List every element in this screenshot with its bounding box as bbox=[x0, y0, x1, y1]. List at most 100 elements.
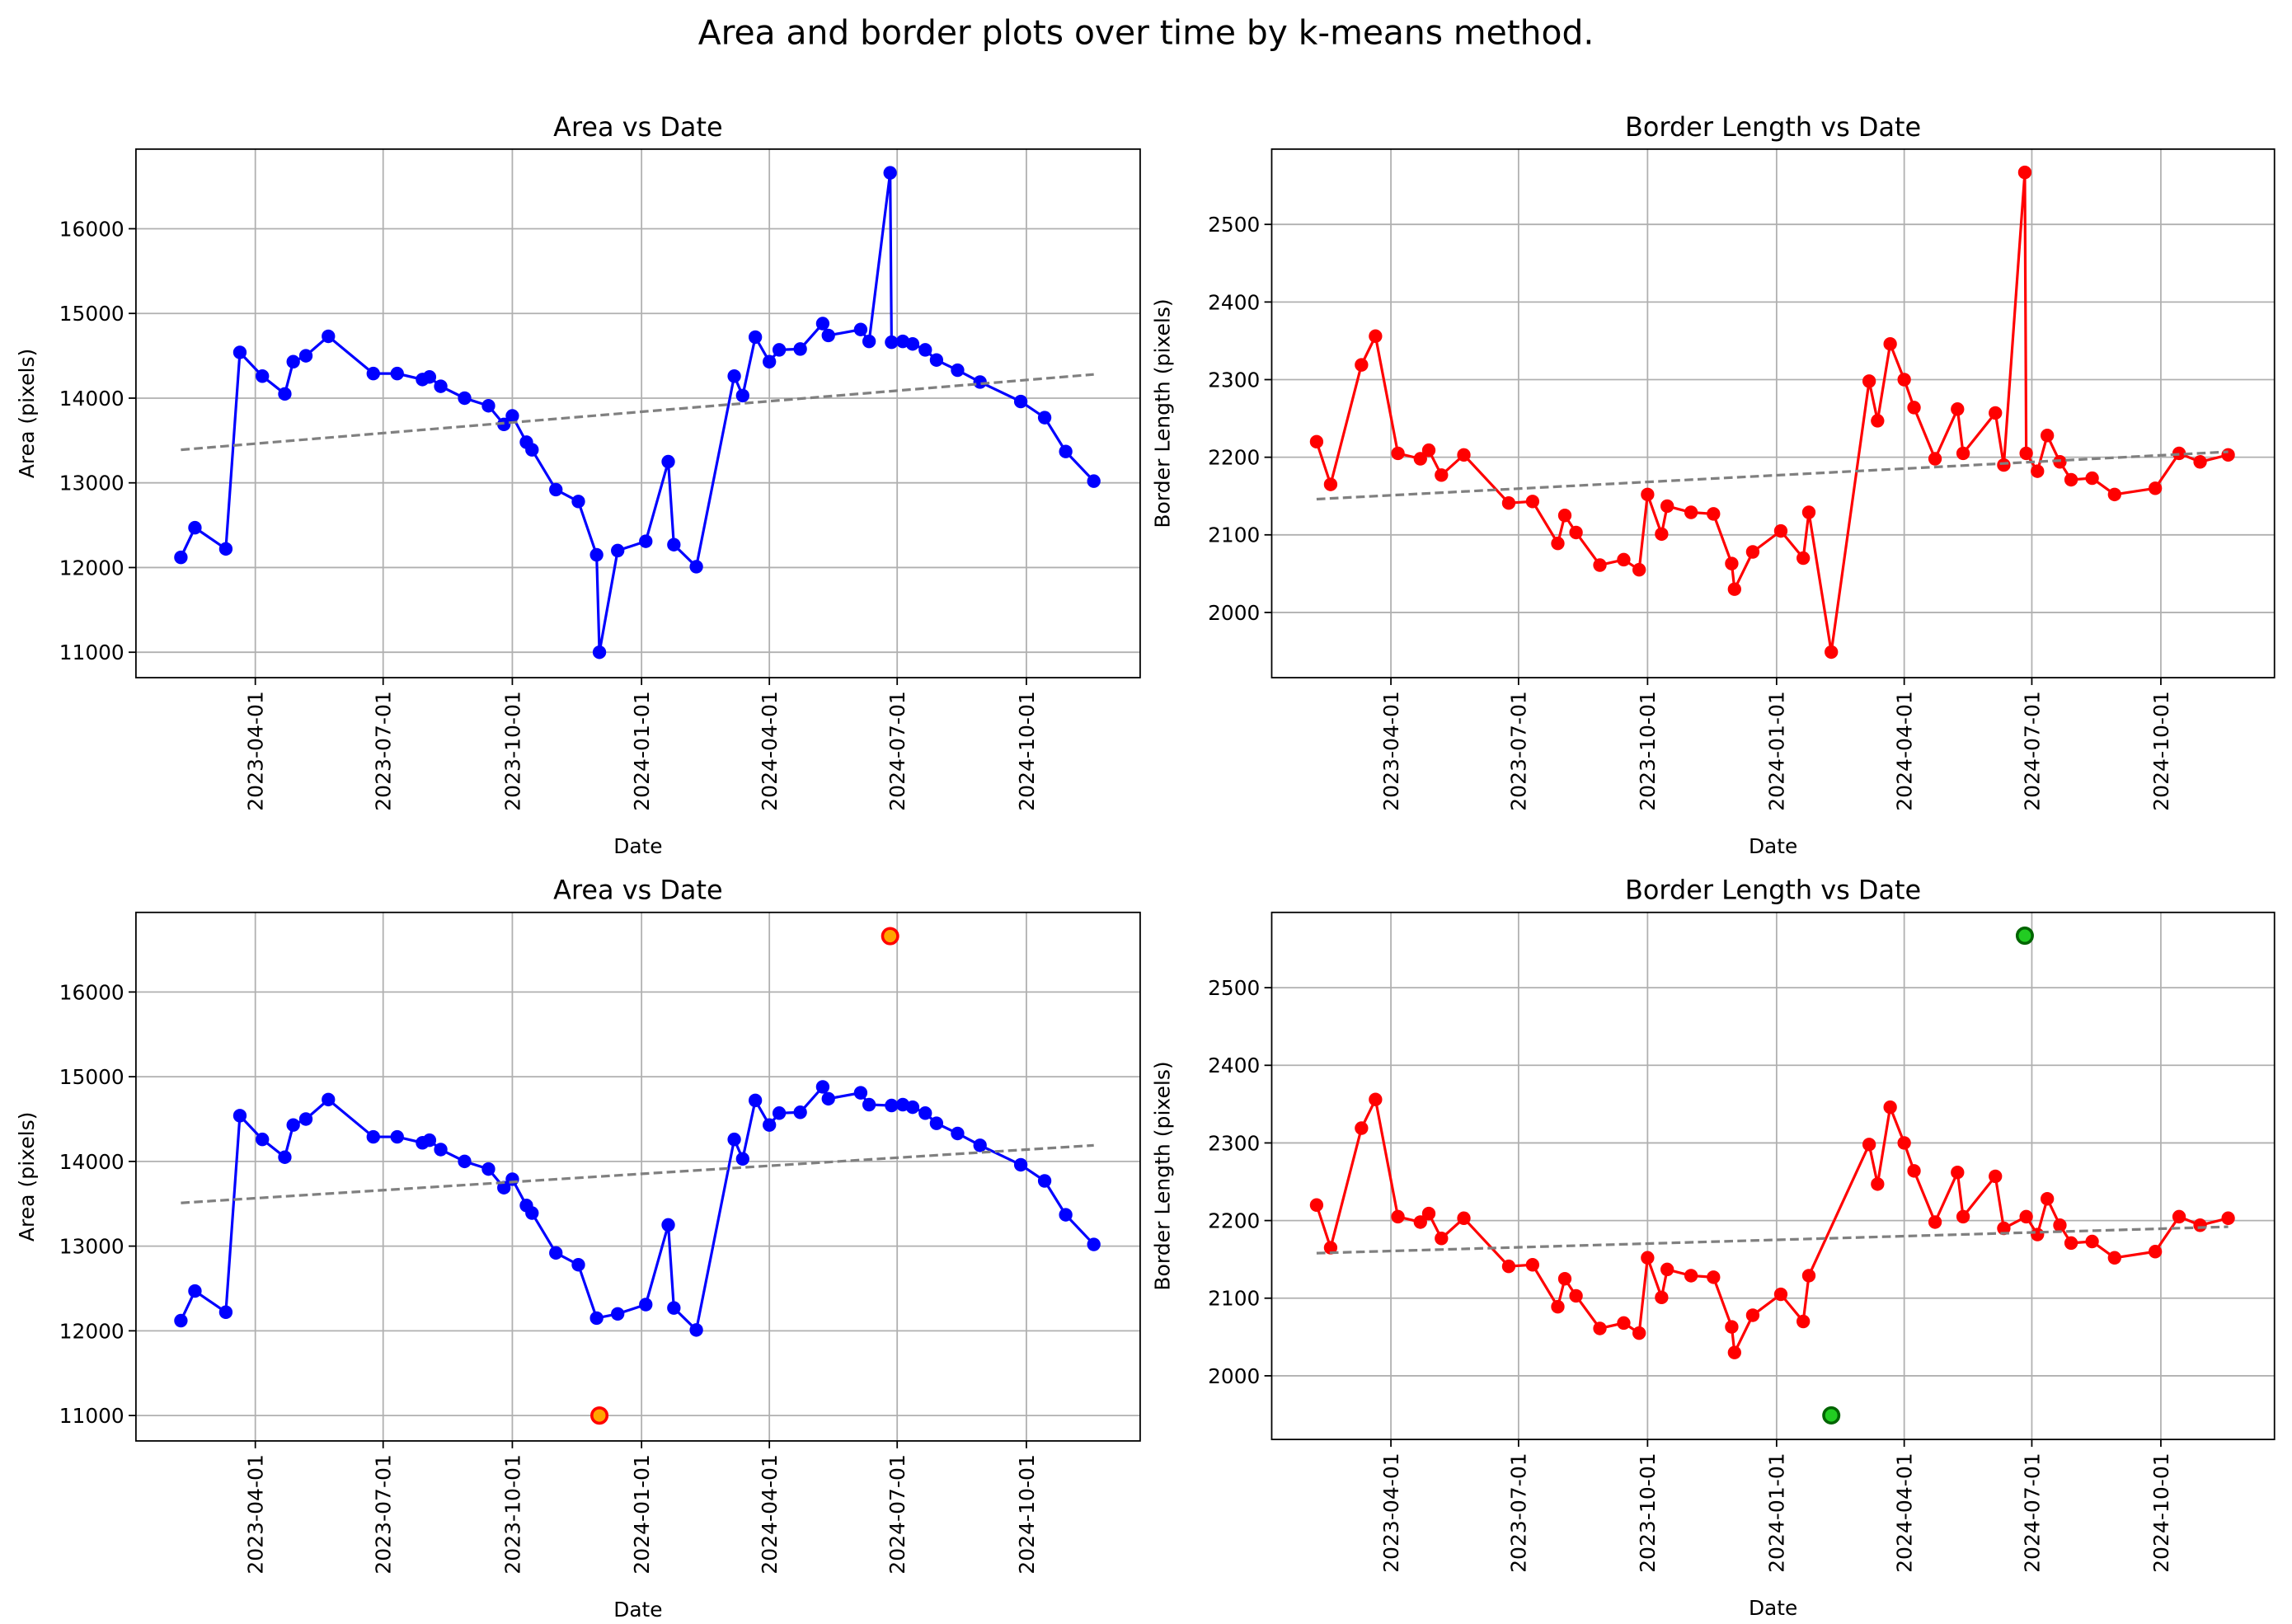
data-point bbox=[1951, 1165, 1965, 1180]
data-point bbox=[853, 322, 868, 336]
data-point bbox=[2019, 1209, 2033, 1224]
data-point bbox=[1617, 552, 1631, 567]
data-point bbox=[278, 387, 292, 401]
data-point bbox=[2053, 455, 2067, 469]
y-tick-label: 13000 bbox=[59, 472, 124, 495]
y-tick-label: 14000 bbox=[59, 387, 124, 411]
data-point bbox=[1087, 1237, 1101, 1251]
figure-title: Area and border plots over time by k-mea… bbox=[698, 13, 1595, 53]
y-tick-label: 2300 bbox=[1208, 368, 1260, 392]
y-tick-label: 15000 bbox=[59, 1065, 124, 1089]
x-tick-label: 2023-07-01 bbox=[372, 691, 396, 811]
x-axis-label: Date bbox=[613, 834, 662, 858]
data-point bbox=[1421, 1206, 1436, 1221]
data-point bbox=[611, 543, 625, 558]
data-point bbox=[1309, 1198, 1324, 1213]
data-point bbox=[2221, 1211, 2235, 1226]
data-point bbox=[1997, 1221, 2011, 1236]
data-point bbox=[592, 645, 607, 659]
data-point bbox=[1897, 1136, 1911, 1150]
x-tick-label: 2024-07-01 bbox=[885, 1454, 909, 1575]
y-tick-label: 2000 bbox=[1208, 1364, 1260, 1388]
data-point bbox=[1725, 556, 1739, 570]
data-point bbox=[1569, 525, 1583, 540]
y-tick-label: 12000 bbox=[59, 1319, 124, 1343]
data-point bbox=[1551, 1299, 1565, 1314]
data-point bbox=[1822, 1406, 1841, 1425]
x-tick-label: 2024-04-01 bbox=[1893, 1453, 1917, 1573]
chart-title: Area vs Date bbox=[553, 111, 722, 143]
x-tick-label: 2023-04-01 bbox=[1379, 691, 1403, 811]
data-point bbox=[525, 1206, 539, 1220]
data-point bbox=[2193, 1218, 2207, 1232]
data-point bbox=[821, 328, 835, 343]
data-point bbox=[366, 1129, 380, 1144]
data-point bbox=[1660, 499, 1674, 514]
data-point bbox=[1369, 1092, 1383, 1106]
y-tick-label: 13000 bbox=[59, 1234, 124, 1258]
data-point bbox=[1727, 1345, 1741, 1359]
data-point bbox=[256, 369, 270, 383]
data-point bbox=[1013, 1157, 1028, 1172]
data-point bbox=[815, 317, 830, 331]
y-tick-label: 2500 bbox=[1208, 976, 1260, 1000]
data-point bbox=[1796, 551, 1811, 566]
series-line bbox=[181, 373, 1094, 452]
data-point bbox=[1956, 1209, 1970, 1224]
data-point bbox=[793, 1105, 807, 1119]
data-point bbox=[661, 1218, 675, 1232]
data-point bbox=[1773, 1287, 1788, 1302]
data-point bbox=[2040, 1191, 2055, 1206]
data-point bbox=[1660, 1262, 1674, 1277]
data-point bbox=[286, 1118, 300, 1132]
data-point bbox=[2193, 455, 2207, 469]
data-point bbox=[2053, 1218, 2067, 1232]
data-point bbox=[1655, 1290, 1669, 1305]
data-point bbox=[1355, 358, 1369, 372]
data-point bbox=[481, 1162, 496, 1176]
y-axis-label: Border Length (pixels) bbox=[1150, 298, 1174, 528]
axes-frame bbox=[134, 911, 1141, 1442]
data-point bbox=[1059, 1208, 1073, 1222]
data-point bbox=[929, 1116, 944, 1130]
series-line bbox=[179, 172, 1095, 653]
data-point bbox=[2148, 1245, 2163, 1259]
x-tick-label: 2024-07-01 bbox=[2020, 1453, 2044, 1573]
y-tick-label: 2400 bbox=[1208, 290, 1260, 314]
data-point bbox=[885, 1098, 899, 1113]
data-point bbox=[2107, 487, 2121, 502]
data-point bbox=[1569, 1288, 1583, 1303]
data-point bbox=[1593, 558, 1607, 572]
data-point bbox=[2172, 1209, 2186, 1224]
data-point bbox=[1013, 394, 1028, 409]
x-tick-label: 2024-10-01 bbox=[1015, 1454, 1039, 1575]
series-line bbox=[181, 1143, 1094, 1204]
data-point bbox=[661, 454, 675, 469]
data-point bbox=[853, 1086, 868, 1100]
data-point bbox=[589, 547, 604, 562]
y-tick-label: 2200 bbox=[1208, 445, 1260, 469]
data-point bbox=[1928, 452, 1942, 466]
data-point bbox=[885, 335, 899, 350]
data-point bbox=[188, 520, 202, 535]
data-point bbox=[1928, 1215, 1942, 1229]
data-point bbox=[973, 1138, 987, 1152]
x-tick-label: 2023-10-01 bbox=[1636, 1453, 1660, 1573]
data-point bbox=[1907, 1164, 1921, 1178]
data-point bbox=[256, 1132, 270, 1147]
data-point bbox=[366, 366, 380, 381]
data-point bbox=[951, 363, 965, 378]
data-point bbox=[973, 375, 987, 389]
series-line bbox=[179, 1084, 1095, 1333]
data-point bbox=[862, 334, 876, 349]
data-point bbox=[1617, 1316, 1631, 1331]
y-tick-label: 16000 bbox=[59, 980, 124, 1004]
y-tick-label: 11000 bbox=[59, 641, 124, 664]
data-point bbox=[727, 1132, 741, 1147]
data-point bbox=[951, 1126, 965, 1141]
data-point bbox=[1989, 1169, 2003, 1184]
data-point bbox=[748, 1093, 763, 1108]
x-tick-label: 2024-04-01 bbox=[758, 691, 782, 811]
data-point bbox=[1557, 509, 1572, 523]
